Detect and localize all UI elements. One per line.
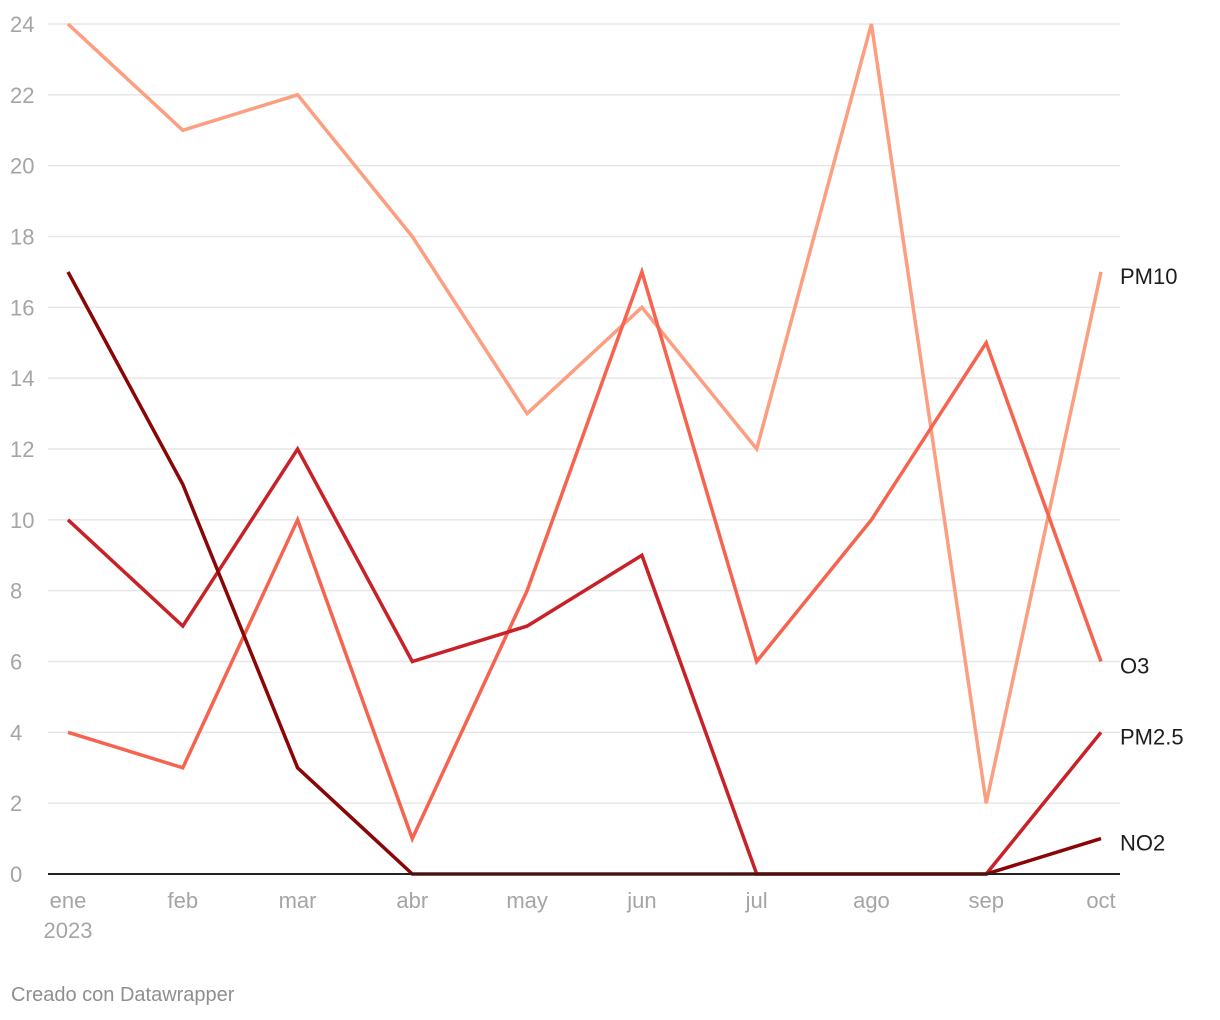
- y-tick-label: 6: [10, 650, 22, 675]
- y-tick-label: 4: [10, 720, 22, 745]
- y-tick-label: 8: [10, 579, 22, 604]
- y-tick-label: 22: [10, 83, 34, 108]
- x-tick-label: feb: [167, 888, 198, 913]
- series-line-pm10: [66, 22, 1103, 804]
- series-lines: [48, 22, 1120, 876]
- x-axis-ticks: ene feb mar abr may jun jul ago sep oct 2023: [44, 888, 1116, 943]
- x-tick-label: ene: [50, 888, 87, 913]
- y-tick-label: 24: [10, 12, 34, 37]
- y-tick-label: 16: [10, 295, 34, 320]
- series-label: NO2: [1120, 831, 1165, 856]
- x-tick-label: jul: [745, 888, 768, 913]
- x-tick-label: may: [506, 888, 548, 913]
- y-tick-label: 0: [10, 862, 22, 887]
- credit-text: Creado con Datawrapper: [11, 984, 235, 1006]
- grid-lines: [48, 23, 1120, 804]
- x-tick-year-label: 2023: [44, 918, 93, 943]
- series-label: PM2.5: [1120, 724, 1184, 749]
- y-tick-label: 2: [10, 791, 22, 816]
- x-tick-label: mar: [279, 888, 317, 913]
- x-tick-label: sep: [968, 888, 1003, 913]
- y-tick-label: 18: [10, 225, 34, 250]
- x-tick-label: jun: [626, 888, 656, 913]
- y-tick-label: 10: [10, 508, 34, 533]
- series-labels: PM10 O3 PM2.5 NO2: [1120, 264, 1184, 856]
- series-label: PM10: [1120, 264, 1177, 289]
- series-label: O3: [1120, 654, 1149, 679]
- x-tick-label: abr: [396, 888, 428, 913]
- y-tick-label: 20: [10, 154, 34, 179]
- y-tick-label: 12: [10, 437, 34, 462]
- series-line-o3: [67, 266, 1103, 844]
- x-tick-label: ago: [853, 888, 890, 913]
- y-tick-label: 14: [10, 366, 34, 391]
- x-tick-label: oct: [1086, 888, 1115, 913]
